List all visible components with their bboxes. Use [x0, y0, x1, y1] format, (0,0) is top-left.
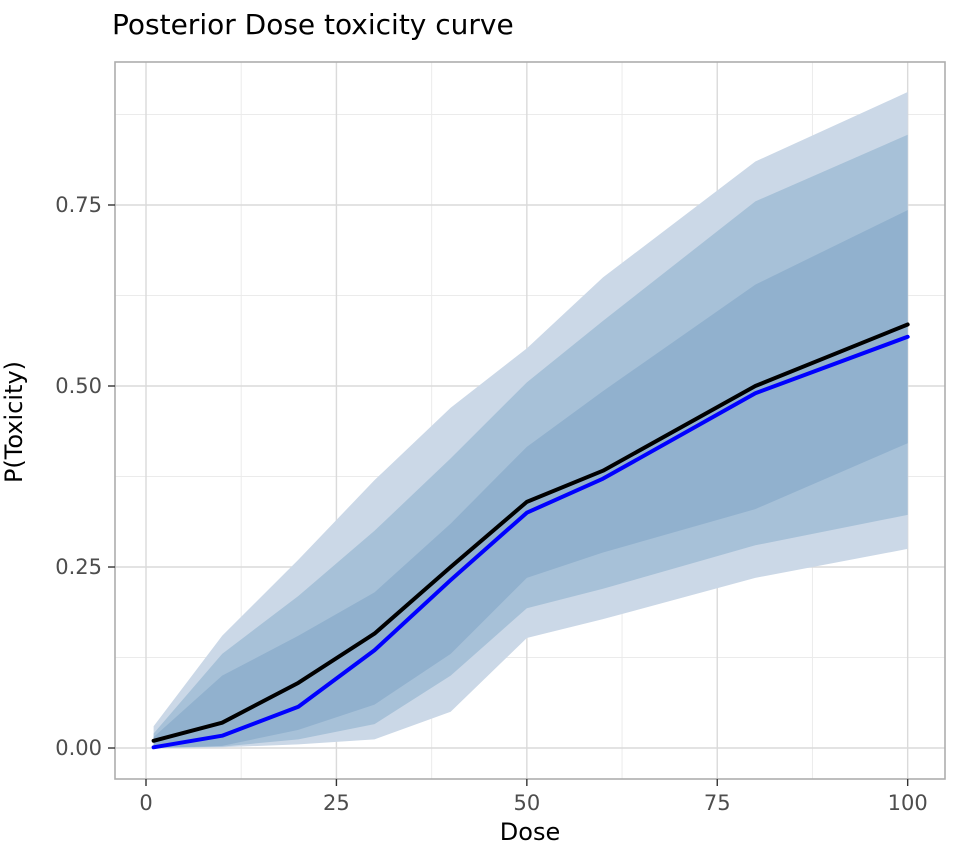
y-axis-title: P(Toxicity) — [0, 360, 28, 484]
x-tick-label: 25 — [323, 791, 350, 815]
x-tick-label: 100 — [888, 791, 928, 815]
posterior-mean-line — [151, 322, 910, 743]
chart-title: Posterior Dose toxicity curve — [112, 8, 514, 41]
x-axis-title: Dose — [499, 818, 561, 846]
y-tick-label: 0.25 — [55, 555, 102, 579]
x-tick-label: 0 — [139, 791, 152, 815]
x-tick-label: 75 — [704, 791, 731, 815]
inner-credible-band — [153, 210, 908, 749]
y-tick-label: 0.00 — [55, 736, 102, 760]
posterior-median-line — [151, 334, 910, 750]
panel-border — [114, 61, 946, 780]
middle-credible-band — [153, 134, 908, 749]
y-tick-label: 0.50 — [55, 374, 102, 398]
x-tick-label: 50 — [513, 791, 540, 815]
y-tick-label: 0.75 — [55, 193, 102, 217]
